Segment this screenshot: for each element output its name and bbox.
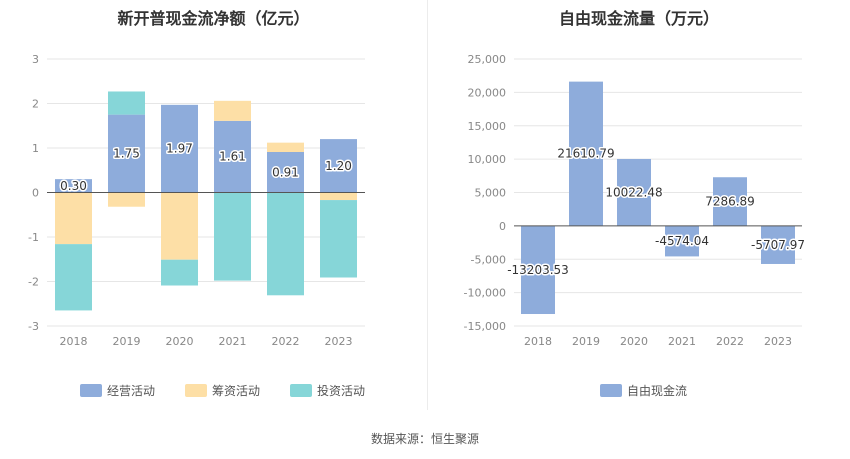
y-tick-label: -15,000 — [464, 320, 506, 333]
legend-swatch — [80, 384, 102, 397]
cashflow-net-plot: -3 -2 -1 0 1 2 3 2018 2019 2020 2021 2022 2023 0.30 1.… — [28, 53, 365, 398]
bar-segment — [320, 200, 357, 278]
legend-label: 投资活动 — [317, 383, 365, 398]
legend-label: 经营活动 — [107, 384, 155, 398]
y-tick-label: -1 — [28, 231, 39, 244]
y-tick-label: 0 — [499, 220, 506, 233]
y-tick-label: -2 — [28, 276, 39, 289]
x-tick-label: 2022 — [272, 335, 300, 348]
legend-label: 筹资活动 — [212, 384, 260, 398]
x-tick-label: 2023 — [325, 335, 353, 348]
data-label: 0.30 — [60, 179, 87, 193]
bar-segment — [267, 152, 304, 193]
bar-segment — [161, 192, 198, 260]
data-label: -5707.97 — [751, 238, 805, 252]
bar-segment — [665, 225, 699, 257]
data-label: 10022.48 — [605, 185, 662, 199]
bar-segment — [214, 192, 251, 281]
bar-segment — [617, 158, 651, 226]
y-tick-label: 15,000 — [468, 120, 507, 133]
y-tick-label: -10,000 — [464, 287, 506, 300]
x-tick-label: 2018 — [60, 335, 88, 348]
legend-swatch — [290, 384, 312, 397]
x-tick-label: 2020 — [620, 335, 648, 348]
bar-segment — [214, 120, 251, 193]
x-tick-label: 2020 — [166, 335, 194, 348]
y-tick-label: 5,000 — [475, 187, 507, 200]
free-cashflow-plot: -15,000 -10,000 -5,000 0 5,000 10,000 15,000 20… — [464, 53, 807, 398]
chart-title: 自由现金流量（万元） — [558, 9, 719, 28]
bar-segment — [55, 179, 92, 193]
legend-swatch — [185, 384, 207, 397]
free-cashflow-chart: 自由现金流量（万元） -15,000 -10,000 -5,000 0 5,000 10,… — [428, 0, 850, 410]
y-tick-label: 10,000 — [468, 153, 507, 166]
data-label: 1.61 — [219, 150, 246, 164]
bar-segment — [521, 225, 555, 315]
data-label: -13203.53 — [507, 263, 569, 277]
x-tick-label: 2023 — [764, 335, 792, 348]
y-tick-label: -3 — [28, 320, 39, 333]
y-tick-label: 2 — [32, 98, 39, 111]
y-tick-label: 3 — [32, 53, 39, 66]
y-tick-label: 20,000 — [468, 86, 507, 99]
x-tick-label: 2022 — [716, 335, 744, 348]
data-label: -4574.04 — [655, 234, 709, 248]
y-tick-label: 0 — [32, 187, 39, 200]
x-tick-label: 2019 — [572, 335, 600, 348]
bar-segment — [108, 192, 145, 207]
y-tick-label: -5,000 — [471, 253, 506, 266]
y-tick-label: 25,000 — [468, 53, 507, 66]
data-label: 1.97 — [166, 142, 193, 156]
bar-segment — [161, 104, 198, 193]
bar-segment — [214, 100, 251, 121]
bar-segment — [55, 244, 92, 311]
data-label: 7286.89 — [705, 195, 755, 209]
data-label: 0.91 — [272, 165, 299, 179]
bar-segment — [320, 192, 357, 201]
bar-segment — [108, 91, 145, 115]
bar-segment — [267, 192, 304, 296]
chart-title: 新开普现金流净额（亿元） — [117, 9, 310, 28]
y-tick-label: 1 — [32, 142, 39, 155]
cashflow-net-chart: 新开普现金流净额（亿元） -3 -2 -1 0 1 2 3 2018 2019 2020 2021 2… — [0, 0, 427, 410]
legend-label: 自由现金流 — [627, 383, 687, 398]
bar-segment — [761, 225, 795, 264]
data-source-note: 数据来源：恒生聚源 — [370, 432, 479, 446]
bar-segment — [161, 259, 198, 286]
bar-segment — [320, 139, 357, 193]
x-tick-label: 2021 — [668, 335, 696, 348]
x-tick-label: 2018 — [524, 335, 552, 348]
data-label: 1.20 — [325, 159, 352, 173]
x-tick-label: 2021 — [219, 335, 247, 348]
bar-segment — [267, 142, 304, 153]
data-label: 21610.79 — [557, 147, 614, 161]
x-tick-label: 2019 — [113, 335, 141, 348]
bar-segment — [569, 81, 603, 226]
data-label: 1.75 — [113, 147, 140, 161]
panel-divider — [427, 0, 428, 410]
legend-swatch — [600, 384, 622, 397]
bar-segment — [713, 177, 747, 226]
bar-segment — [55, 192, 92, 245]
bar-segment — [108, 114, 145, 193]
